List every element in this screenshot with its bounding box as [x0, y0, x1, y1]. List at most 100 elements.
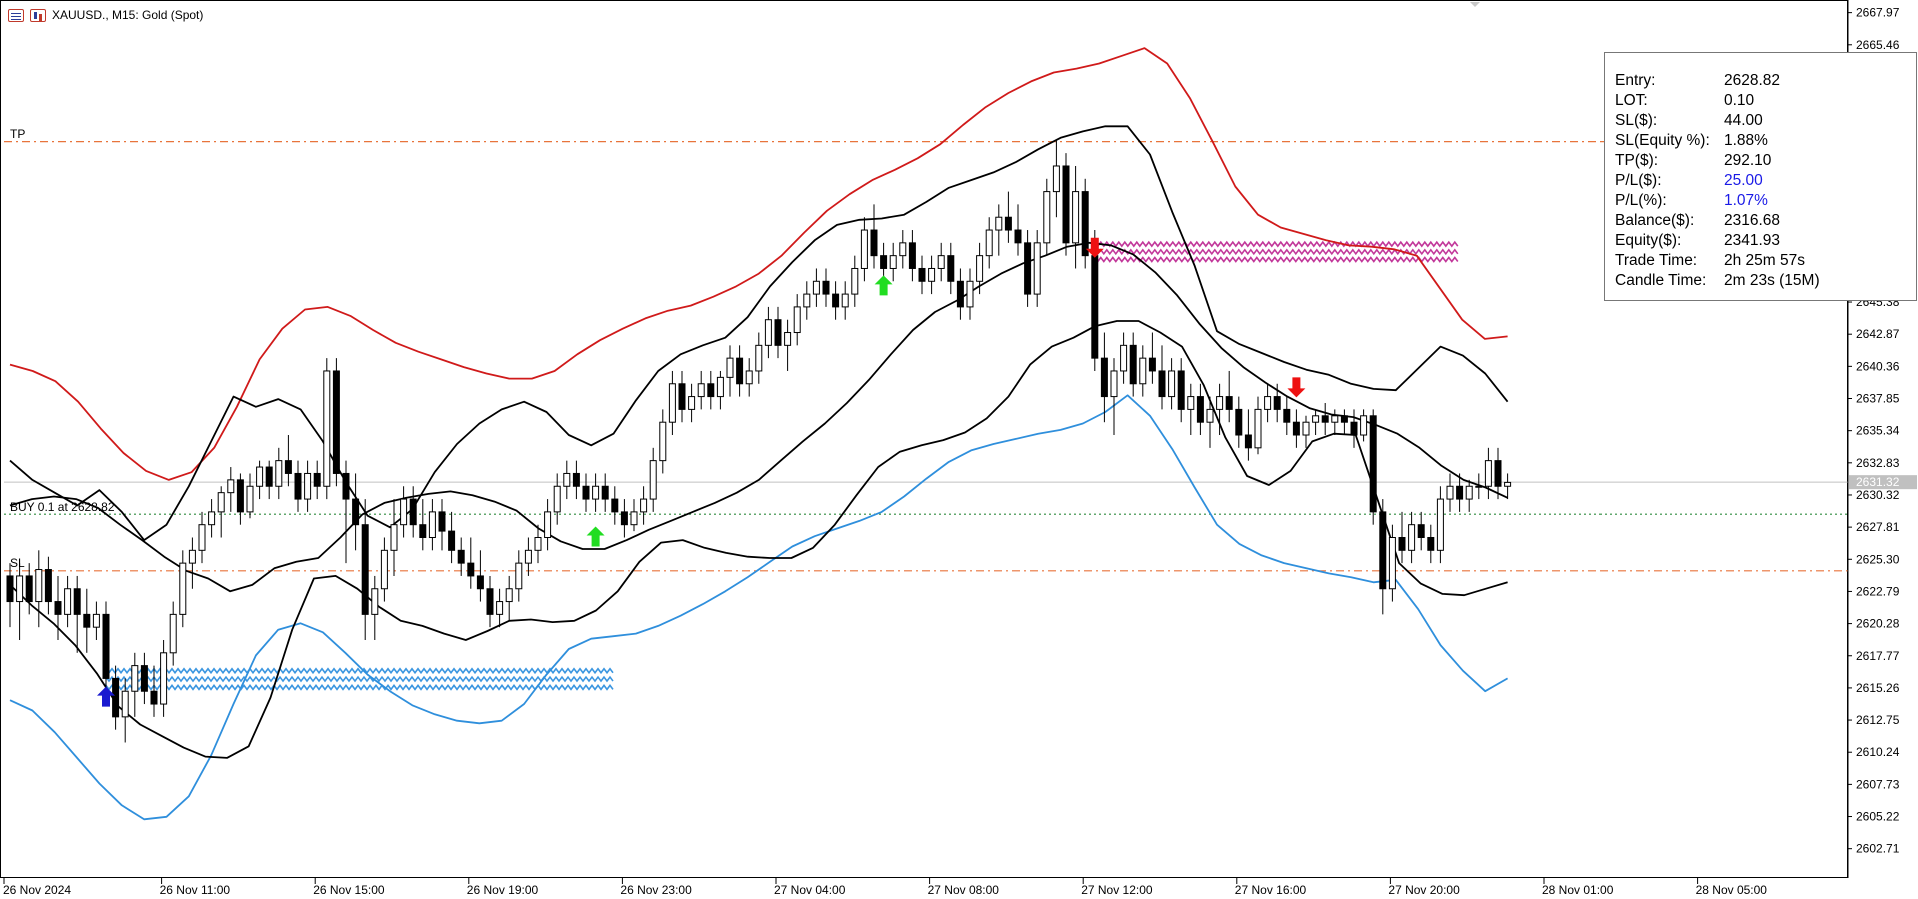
time-tick-label: 26 Nov 19:00	[467, 883, 539, 897]
candle-body	[880, 255, 888, 269]
candle-body	[1494, 460, 1502, 487]
candle-body	[112, 677, 120, 718]
info-row-entry: Entry: 2628.82	[1615, 72, 1781, 89]
candle	[25, 563, 33, 615]
candle	[160, 639, 168, 717]
candle-body	[428, 511, 436, 539]
candle-body	[544, 511, 552, 539]
candle	[1148, 332, 1156, 384]
candle-body	[1456, 485, 1464, 500]
candle-body	[1417, 524, 1425, 539]
candle	[1216, 383, 1224, 436]
info-row-equity: Equity($): 2341.93	[1615, 232, 1781, 249]
candle	[822, 268, 830, 307]
candle	[1427, 524, 1435, 564]
time-tick-label: 28 Nov 01:00	[1542, 883, 1614, 897]
candle-body	[390, 524, 398, 551]
candle-body	[160, 652, 168, 705]
candle	[870, 204, 878, 269]
candle-body	[1004, 216, 1012, 231]
candle	[16, 563, 24, 640]
candle-body	[304, 472, 312, 500]
sell-zone-line	[1094, 255, 1459, 263]
sl-label: SL	[10, 556, 25, 570]
info-row-candle-time: Candle Time: 2m 23s (15M)	[1615, 272, 1820, 289]
bollinger-bands	[9, 47, 1509, 821]
time-axis[interactable]: 26 Nov 2024 26 Nov 11:00 26 Nov 15:00 26 No…	[3, 2, 1767, 897]
candle	[313, 460, 321, 500]
candle-body	[457, 549, 465, 564]
candle	[1360, 409, 1368, 442]
candle	[1494, 447, 1502, 500]
bb-inner-lower-line	[9, 320, 1508, 759]
candle	[860, 217, 868, 282]
candle-body	[64, 588, 72, 615]
candle	[409, 486, 417, 538]
info-row-sl-equity: SL(Equity %): 1.88%	[1615, 132, 1768, 149]
candle	[1100, 332, 1108, 423]
candle-body	[44, 569, 52, 603]
candle	[1264, 383, 1272, 423]
candle-body	[1052, 165, 1060, 193]
candle	[1484, 447, 1492, 500]
candle	[140, 652, 148, 705]
buy-zone-line	[105, 666, 614, 675]
candle-body	[1302, 421, 1310, 436]
price-tick-label: 2667.97	[1856, 6, 1900, 20]
candle	[1062, 153, 1070, 256]
candle-body	[294, 472, 302, 500]
candle	[448, 511, 456, 564]
candle-body	[275, 460, 283, 487]
candle-body	[640, 498, 648, 513]
candle-body	[784, 332, 792, 346]
candle-body	[467, 562, 475, 577]
candle	[649, 447, 657, 512]
candle	[1475, 473, 1483, 500]
time-tick-label: 26 Nov 2024	[3, 883, 71, 897]
candle	[380, 537, 388, 602]
candle-body	[803, 293, 811, 308]
candle-body	[1369, 415, 1377, 513]
buy-zone-line	[105, 682, 614, 691]
candle-body	[438, 511, 446, 532]
candle-body	[822, 280, 830, 295]
candle	[150, 665, 158, 717]
candle	[851, 255, 859, 307]
chart-type-icon[interactable]	[30, 8, 46, 22]
candle	[294, 460, 302, 512]
candle-body	[1216, 396, 1224, 410]
candle-body	[1504, 481, 1512, 487]
candle	[716, 370, 724, 410]
candle	[284, 435, 292, 487]
info-value: 2316.68	[1724, 212, 1781, 229]
current-price-label: 2631.32	[1856, 475, 1900, 489]
candle	[745, 358, 753, 397]
candle	[995, 204, 1003, 256]
info-value: 1.07%	[1724, 192, 1768, 209]
current-price-badge	[1849, 475, 1917, 490]
signal-arrows	[97, 237, 1306, 707]
candle	[582, 473, 590, 512]
candle-body	[496, 601, 504, 615]
candles[interactable]	[6, 140, 1512, 743]
candle-body	[908, 242, 916, 269]
candle-body	[1408, 524, 1416, 551]
candle	[1139, 345, 1147, 397]
candle-body	[726, 357, 734, 378]
candle	[169, 601, 177, 666]
candle	[1129, 332, 1137, 397]
price-tick-label: 2637.85	[1856, 392, 1900, 406]
chart-list-icon[interactable]	[8, 8, 24, 22]
candle-body	[1283, 408, 1291, 423]
time-tick-label: 27 Nov 20:00	[1388, 883, 1460, 897]
candle	[889, 242, 897, 282]
price-tick-label: 2625.30	[1856, 552, 1900, 566]
candle	[793, 294, 801, 346]
candle	[774, 306, 782, 359]
price-tick-label: 2635.34	[1856, 424, 1900, 438]
candle-body	[764, 319, 772, 346]
candle	[1043, 178, 1051, 256]
candle-body	[400, 498, 408, 526]
candle-body	[755, 344, 763, 372]
